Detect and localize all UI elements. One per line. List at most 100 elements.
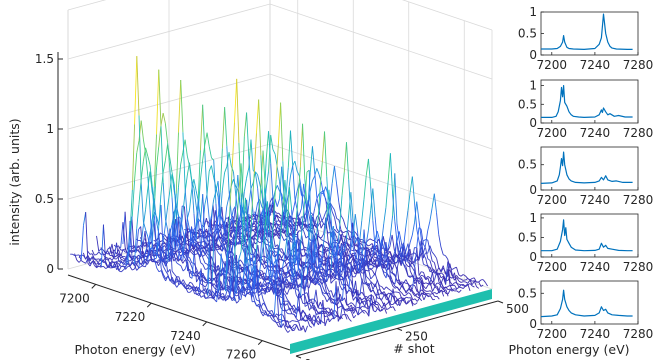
spectrum-segment bbox=[394, 262, 398, 270]
spectrum-segment bbox=[209, 290, 213, 296]
spectrum-segment bbox=[390, 306, 394, 308]
spectrum-segment bbox=[315, 241, 319, 259]
spectrum-segment bbox=[123, 261, 126, 265]
spectrum-segment bbox=[397, 298, 400, 302]
spectrum-segment bbox=[281, 230, 284, 232]
panels-x-axis-label: Photon energy (eV) bbox=[508, 342, 629, 357]
spectrum-segment bbox=[196, 286, 200, 293]
spectrum-segment bbox=[191, 247, 194, 250]
spectrum-segment bbox=[427, 239, 431, 251]
spectrum-segment bbox=[350, 258, 354, 265]
spectrum-segment bbox=[215, 186, 219, 198]
spectrum-segment bbox=[280, 102, 284, 162]
spectrum-segment bbox=[281, 166, 285, 195]
spectrum-segment bbox=[286, 299, 290, 303]
spectrum-segment bbox=[428, 290, 431, 292]
spectrum-segment bbox=[284, 283, 288, 288]
spectrum-segment bbox=[379, 285, 382, 288]
spectrum-segment bbox=[345, 262, 350, 268]
spectrum-segment bbox=[326, 276, 330, 283]
spectrum-segment bbox=[286, 283, 290, 289]
spectrum-segment bbox=[118, 266, 122, 272]
spectrum-segment bbox=[143, 221, 147, 230]
spectrum-segment bbox=[256, 299, 259, 302]
spectrum-segment bbox=[304, 281, 308, 292]
spectrum-segment bbox=[158, 125, 162, 148]
spectrum-segment bbox=[175, 257, 179, 262]
spectrum-segment bbox=[91, 257, 95, 264]
spectrum-segment bbox=[200, 268, 204, 290]
spectrum-segment bbox=[436, 212, 440, 235]
spectrum-segment bbox=[264, 285, 268, 291]
spectrum-segment bbox=[186, 155, 190, 167]
spectrum-segment bbox=[308, 170, 312, 241]
spectrum-segment bbox=[405, 251, 409, 263]
spectrum-segment bbox=[411, 261, 416, 268]
spectrum-segment bbox=[94, 265, 98, 269]
spectrum-segment bbox=[311, 208, 316, 221]
spectrum-segment bbox=[401, 258, 405, 265]
spectrum-segment bbox=[305, 224, 309, 229]
panel-y-tick-label: 1 bbox=[529, 79, 537, 93]
spectrum-segment bbox=[321, 268, 326, 281]
spectrum-segment bbox=[467, 283, 471, 291]
spectrum-segment bbox=[204, 277, 208, 284]
spectrum-segment bbox=[140, 264, 144, 267]
spectrum-segment bbox=[131, 268, 135, 271]
spectrum-segment bbox=[169, 157, 173, 173]
spectrum-segment bbox=[361, 199, 365, 221]
spectrum-segment bbox=[352, 290, 356, 297]
spectrum-segment bbox=[398, 259, 402, 265]
spectrum-segment bbox=[321, 276, 326, 284]
spectrum-segment bbox=[271, 315, 275, 320]
spectrum-segment bbox=[392, 273, 396, 277]
spectrum-segment bbox=[348, 179, 352, 219]
spectrum-segment bbox=[348, 309, 352, 313]
spectrum-segment bbox=[397, 299, 401, 307]
spectrum-segment bbox=[215, 268, 219, 273]
spectrum-segment bbox=[260, 150, 264, 186]
spectrum-segment bbox=[182, 232, 186, 251]
spectrum-segment bbox=[412, 291, 416, 295]
spectrum-segment bbox=[207, 249, 211, 296]
spectrum-segment bbox=[261, 263, 265, 270]
spectrum-segment bbox=[109, 243, 113, 254]
spectrum-segment bbox=[215, 248, 219, 253]
spectrum-segment bbox=[353, 315, 357, 319]
spectrum-segment bbox=[317, 276, 321, 280]
spectrum-segment bbox=[231, 122, 235, 167]
spectrum-segment bbox=[438, 234, 442, 248]
spectrum-segment bbox=[268, 135, 272, 172]
spectrum-segment bbox=[286, 303, 291, 311]
spectrum-segment bbox=[398, 252, 402, 259]
spectrum-segment bbox=[430, 290, 433, 294]
z-tick-label: 1 bbox=[46, 122, 54, 136]
spectrum-segment bbox=[175, 132, 179, 194]
spectrum-segment bbox=[323, 217, 327, 235]
spectrum-segment bbox=[326, 292, 330, 298]
spectrum-segment bbox=[365, 158, 369, 176]
spectrum-segment bbox=[370, 294, 374, 311]
spectrum-segment bbox=[156, 147, 160, 169]
spectrum-segment bbox=[440, 265, 444, 272]
spectrum-segment bbox=[367, 210, 372, 231]
spectrum-segment bbox=[433, 262, 438, 272]
spectrum-segment bbox=[372, 289, 376, 296]
spectrum-segment bbox=[350, 254, 353, 258]
spectrum-segment bbox=[282, 276, 286, 291]
spectrum-segment bbox=[365, 282, 370, 289]
spectrum-segment bbox=[366, 312, 370, 317]
panel-y-tick-label: 0 bbox=[529, 48, 537, 62]
spectrum-segment bbox=[331, 211, 335, 218]
spectrum-segment bbox=[309, 302, 313, 309]
spectrum-segment bbox=[297, 267, 301, 271]
spectrum-segment bbox=[403, 294, 407, 297]
panel-y-tick-label: 0 bbox=[529, 116, 537, 130]
spectrum-segment bbox=[249, 288, 253, 302]
spectrum-segment bbox=[315, 315, 319, 321]
spectrum-segment bbox=[416, 227, 420, 248]
spectrum-segment bbox=[219, 148, 223, 193]
spectrum-segment bbox=[271, 263, 275, 280]
spectrum-segment bbox=[405, 243, 409, 252]
spectrum-segment bbox=[390, 264, 394, 274]
